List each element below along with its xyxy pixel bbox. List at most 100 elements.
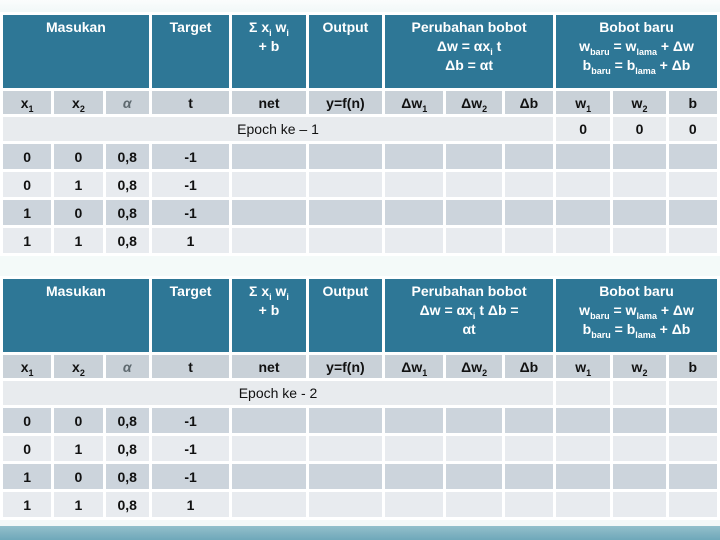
- table-cell: [668, 436, 717, 461]
- table-cell: [613, 408, 666, 433]
- text-run: + b: [258, 37, 280, 54]
- header-label: Masukan: [3, 282, 149, 301]
- table-cell: 1: [151, 492, 230, 517]
- table-cell: 0: [54, 144, 103, 169]
- header-label: Σ xi wi: [232, 18, 305, 37]
- epoch-1-table: Masukan Target Σ xi wi + b Output Perubah…: [0, 12, 720, 256]
- table-cell: [446, 172, 502, 197]
- text-run: b: [688, 94, 698, 111]
- subscript: 2: [79, 103, 85, 114]
- table-cell: [504, 492, 554, 517]
- table-cell: 0,8: [105, 464, 149, 489]
- table-cell: [232, 200, 306, 225]
- header-label: Output: [309, 282, 382, 301]
- text-run: x: [20, 94, 29, 111]
- text-run: Bobot baru: [599, 19, 674, 35]
- table-cell: [232, 436, 306, 461]
- text-run: Δb = αt: [445, 56, 493, 73]
- table-cell: [613, 464, 666, 489]
- header-masukan: Masukan: [3, 15, 149, 88]
- subheader-cell: b: [668, 355, 717, 378]
- table-row: 0 1 0,8 -1: [3, 436, 717, 461]
- header-target: Target: [151, 15, 230, 88]
- table-cell: -1: [151, 200, 230, 225]
- text-run: Perubahan bobot: [411, 283, 527, 299]
- header-label: + b: [232, 37, 305, 56]
- table-cell: 1: [3, 200, 52, 225]
- header-sum: Σ xi wi + b: [232, 279, 306, 352]
- subheader-cell: net: [232, 355, 306, 378]
- subscript: lama: [635, 65, 656, 76]
- text-run: α: [122, 358, 132, 375]
- table-cell: [668, 464, 717, 489]
- text-run: + Δw: [656, 37, 694, 54]
- subscript: i: [269, 291, 272, 302]
- table-cell: 0,8: [105, 408, 149, 433]
- table-cell: [308, 492, 383, 517]
- text-run: Δw: [401, 358, 423, 375]
- table-cell: [613, 200, 666, 225]
- table-cell: [504, 408, 554, 433]
- epoch-w2-value: [613, 381, 666, 405]
- subscript: baru: [591, 65, 611, 76]
- text-run: α: [122, 94, 132, 111]
- table-cell: 0,8: [105, 200, 149, 225]
- table-cell: 1: [54, 492, 103, 517]
- header-perubahan-bobot: Perubahan bobot Δw = αxi t Δb = αt: [385, 279, 554, 352]
- table-cell: [504, 464, 554, 489]
- header-formula: wbaru = wlama + Δw: [556, 37, 717, 56]
- table-cell: [613, 436, 666, 461]
- table-cell: [504, 172, 554, 197]
- subscript: i: [490, 46, 493, 57]
- text-run: b: [582, 320, 592, 337]
- text-run: + b: [258, 301, 280, 318]
- text-run: b: [688, 358, 698, 375]
- header-formula: Δw = αxi t Δb =: [385, 301, 553, 320]
- header-label: Bobot baru: [556, 282, 717, 301]
- table-cell: [668, 228, 717, 253]
- text-run: Σ x: [249, 19, 270, 35]
- subscript: lama: [635, 329, 656, 340]
- header-label: Target: [152, 282, 229, 301]
- table-row: 1 0 0,8 -1: [3, 200, 717, 225]
- text-run: t Δb =: [475, 301, 519, 318]
- text-run: αt: [462, 320, 476, 337]
- table-cell: [556, 144, 611, 169]
- header-formula: Δb = αt: [385, 56, 553, 75]
- table-cell: [446, 228, 502, 253]
- text-run: y=f(n): [326, 94, 365, 111]
- subheader-cell: Δw2: [446, 91, 502, 114]
- table-cell: [613, 144, 666, 169]
- table-cell: [504, 144, 554, 169]
- table-cell: [385, 492, 444, 517]
- text-run: w: [575, 94, 587, 111]
- table-cell: [668, 200, 717, 225]
- subscript: 1: [586, 367, 592, 378]
- header-label: Σ xi wi: [232, 282, 305, 301]
- table-cell: -1: [151, 144, 230, 169]
- table-cell: [308, 436, 383, 461]
- header-label: + b: [232, 301, 305, 320]
- epoch-b-value: 0: [668, 117, 717, 141]
- table-cell: [556, 408, 611, 433]
- text-run: x: [72, 358, 80, 375]
- table-cell: [556, 492, 611, 517]
- text-run: t: [188, 94, 193, 111]
- subscript: i: [286, 27, 289, 38]
- header-target: Target: [151, 279, 230, 352]
- table-cell: 0,8: [105, 436, 149, 461]
- subscript: 1: [422, 367, 428, 378]
- table-cell: [385, 228, 444, 253]
- header-formula: bbaru = blama + Δb: [556, 320, 717, 339]
- subheader-cell: Δw1: [385, 91, 444, 114]
- subheader-cell: w1: [556, 355, 611, 378]
- text-run: w: [631, 94, 643, 111]
- subscript: baru: [590, 46, 610, 57]
- epoch-2-table-wrap: Masukan Target Σ xi wi + b Output Perubah…: [0, 276, 720, 520]
- table-cell: [668, 172, 717, 197]
- header-bobot-baru: Bobot baru wbaru = wlama + Δw bbaru = blam…: [556, 279, 717, 352]
- table-cell: [308, 464, 383, 489]
- table-row: 1 1 0,8 1: [3, 492, 717, 517]
- table-cell: [504, 200, 554, 225]
